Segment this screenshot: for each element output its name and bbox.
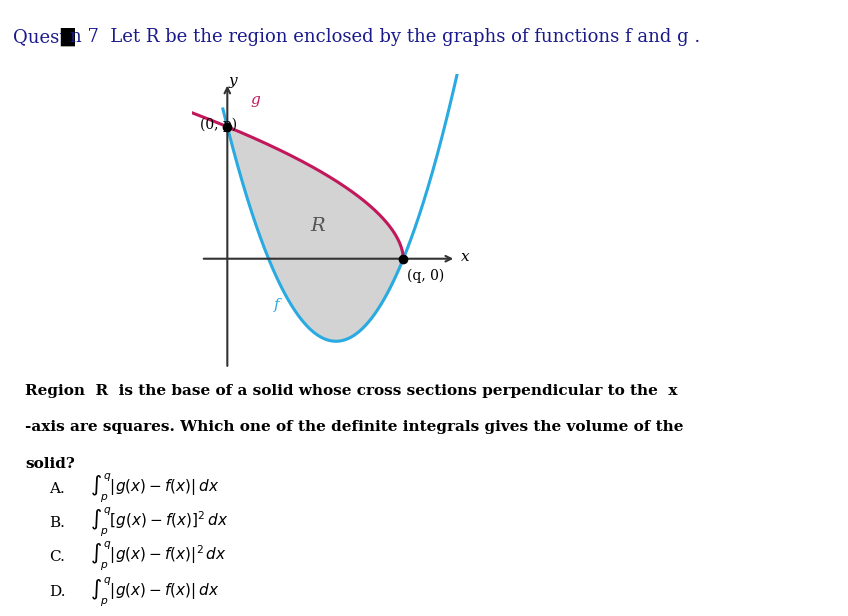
Text: f: f [274, 298, 279, 312]
Text: C.: C. [49, 550, 65, 564]
Text: g: g [250, 93, 260, 107]
Text: D.: D. [49, 585, 66, 599]
Text: A.: A. [49, 482, 65, 496]
Text: y: y [228, 74, 237, 88]
Text: B.: B. [49, 516, 65, 530]
Text: Questi: Questi [13, 28, 72, 46]
Text: $\int_{p}^{q} [g(x)-f(x)]^{2}\,dx$: $\int_{p}^{q} [g(x)-f(x)]^{2}\,dx$ [90, 506, 228, 540]
Text: -axis are squares. Which one of the definite integrals gives the volume of the: -axis are squares. Which one of the defi… [25, 420, 683, 434]
Text: $\int_{p}^{q} |g(x)-f(x)|^{2}\,dx$: $\int_{p}^{q} |g(x)-f(x)|^{2}\,dx$ [90, 540, 226, 573]
Text: Region  R  is the base of a solid whose cross sections perpendicular to the  x: Region R is the base of a solid whose cr… [25, 384, 678, 398]
Text: solid?: solid? [25, 456, 75, 471]
Text: $\int_{p}^{q} |g(x)-f(x)|\,dx$: $\int_{p}^{q} |g(x)-f(x)|\,dx$ [90, 472, 220, 506]
Text: $\int_{p}^{q} |g(x)-f(x)|\,dx$: $\int_{p}^{q} |g(x)-f(x)|\,dx$ [90, 576, 220, 609]
Text: (q, 0): (q, 0) [407, 269, 444, 283]
Text: R: R [310, 217, 325, 235]
Text: █: █ [61, 28, 75, 46]
Text: x: x [460, 249, 469, 264]
Text: (0, p): (0, p) [200, 117, 237, 132]
Text: n 7  Let R be the region enclosed by the graphs of functions f and g .: n 7 Let R be the region enclosed by the … [70, 28, 700, 46]
